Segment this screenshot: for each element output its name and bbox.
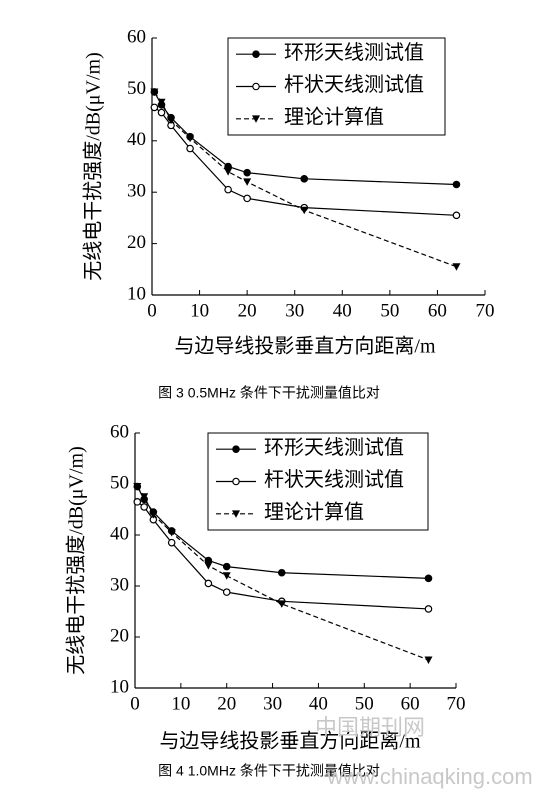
legend-label: 环形天线测试值 xyxy=(284,41,424,64)
marker xyxy=(149,511,158,519)
y-tick-label: 50 xyxy=(127,78,146,99)
x-tick-label: 40 xyxy=(309,693,328,714)
y-axis-label: 无线电干扰强度/dB(μV/m) xyxy=(65,446,88,675)
marker xyxy=(222,562,231,571)
y-tick-label: 60 xyxy=(127,26,146,47)
x-axis-label: 与边导线投影垂直方向距离/m xyxy=(159,730,421,753)
marker xyxy=(277,600,286,608)
marker xyxy=(222,572,231,580)
y-tick-label: 40 xyxy=(127,129,146,150)
x-tick-label: 20 xyxy=(238,300,257,321)
x-tick-label: 50 xyxy=(355,693,374,714)
marker xyxy=(140,493,149,501)
marker xyxy=(277,568,286,577)
marker xyxy=(167,528,176,537)
y-tick-label: 60 xyxy=(110,421,129,442)
marker xyxy=(243,168,251,177)
y-tick-label: 30 xyxy=(110,574,129,595)
marker xyxy=(424,656,433,664)
legend-label: 杆状天线测试值 xyxy=(284,73,424,96)
marker xyxy=(452,263,461,271)
x-tick-label: 0 xyxy=(130,693,140,714)
marker xyxy=(243,194,251,203)
legend-marker xyxy=(232,477,240,486)
legend-marker xyxy=(252,115,260,123)
legend-label: 理论计算值 xyxy=(264,500,364,523)
series-line xyxy=(136,486,429,661)
legend-marker xyxy=(232,510,240,518)
x-tick-label: 30 xyxy=(263,693,282,714)
y-tick-label: 20 xyxy=(127,232,146,253)
x-tick-label: 60 xyxy=(401,693,420,714)
caption: 图 4 1.0MHz 条件下干扰测量值比对 xyxy=(158,763,380,779)
x-tick-label: 10 xyxy=(171,693,190,714)
x-tick-label: 60 xyxy=(428,300,447,321)
y-tick-label: 10 xyxy=(110,676,129,697)
marker xyxy=(300,175,309,183)
x-tick-label: 50 xyxy=(380,300,399,321)
y-tick-label: 40 xyxy=(110,523,129,544)
marker xyxy=(157,98,166,107)
marker xyxy=(133,483,142,491)
legend-marker xyxy=(252,50,260,58)
caption: 图 3 0.5MHz 条件下干扰测量值比对 xyxy=(158,385,380,401)
marker xyxy=(157,108,166,117)
marker xyxy=(186,134,195,143)
marker xyxy=(133,498,142,506)
marker xyxy=(204,579,213,588)
marker xyxy=(150,103,159,112)
legend-label: 杆状天线测试值 xyxy=(264,468,404,491)
y-tick-label: 10 xyxy=(127,283,146,304)
legend-marker xyxy=(252,82,260,91)
marker xyxy=(167,116,176,125)
marker xyxy=(167,538,176,547)
marker xyxy=(424,574,433,583)
x-tick-label: 40 xyxy=(333,300,352,321)
x-tick-label: 0 xyxy=(147,300,157,321)
marker xyxy=(300,206,309,215)
x-tick-label: 30 xyxy=(285,300,304,321)
marker xyxy=(224,168,233,176)
y-tick-label: 20 xyxy=(110,625,129,646)
series-line xyxy=(153,91,457,268)
legend-label: 环形天线测试值 xyxy=(264,436,404,459)
marker xyxy=(140,503,148,511)
marker xyxy=(204,562,213,570)
marker xyxy=(150,88,159,96)
marker xyxy=(186,144,194,153)
x-tick-label: 10 xyxy=(190,300,209,321)
marker xyxy=(224,185,232,194)
marker xyxy=(243,178,252,186)
y-tick-label: 30 xyxy=(127,181,146,202)
x-tick-label: 70 xyxy=(447,693,466,714)
marker xyxy=(222,588,231,596)
x-tick-label: 70 xyxy=(476,300,495,321)
x-axis-label: 与边导线投影垂直方向距离/m xyxy=(174,335,436,358)
watermark: www.chinaqking.com xyxy=(326,764,532,789)
watermark: 中国期刊网 xyxy=(315,715,425,740)
marker xyxy=(424,605,433,613)
legend-marker xyxy=(232,445,240,453)
x-tick-label: 20 xyxy=(217,693,236,714)
legend-label: 理论计算值 xyxy=(284,105,384,128)
y-axis-label: 无线电干扰强度/dB(μV/m) xyxy=(82,52,105,281)
marker xyxy=(452,180,461,189)
y-tick-label: 50 xyxy=(110,472,129,493)
marker xyxy=(452,211,461,220)
